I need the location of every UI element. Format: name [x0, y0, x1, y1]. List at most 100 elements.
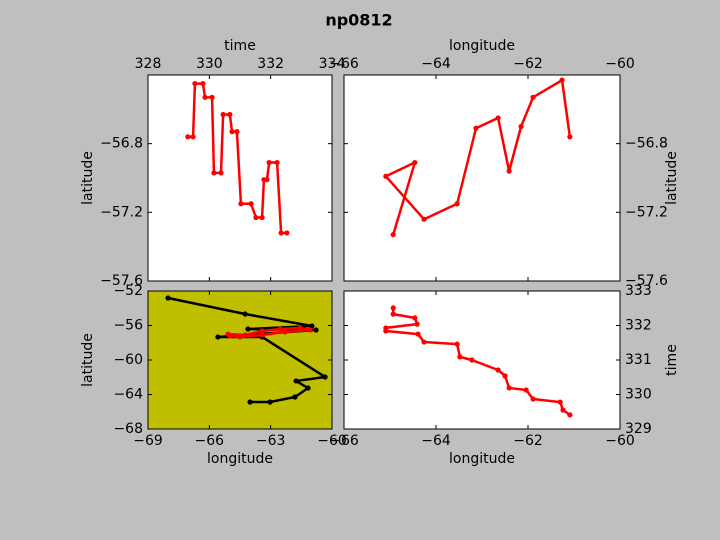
y-axis-label: latitude — [80, 151, 96, 205]
x-axis-label: time — [224, 38, 256, 54]
data-point — [305, 385, 311, 391]
data-point — [473, 125, 479, 131]
data-point — [421, 339, 427, 345]
data-point — [390, 305, 396, 311]
data-point — [313, 327, 319, 333]
data-point — [267, 399, 273, 405]
data-point — [259, 332, 265, 338]
y-tick-label: −56.8 — [100, 136, 143, 152]
data-point — [297, 325, 303, 331]
data-point — [412, 159, 418, 166]
y-tick-label: 330 — [625, 387, 652, 403]
y-tick-label: −57.6 — [625, 273, 668, 289]
x-tick-label: −66 — [329, 433, 359, 449]
data-point — [259, 214, 265, 221]
y-axis-label: latitude — [80, 333, 96, 387]
y-tick-label: −56.8 — [625, 136, 668, 152]
x-tick-label: −63 — [256, 433, 286, 449]
data-point — [264, 177, 270, 183]
data-point — [218, 170, 224, 176]
data-point — [238, 201, 244, 207]
y-tick-label: 333 — [625, 283, 652, 299]
data-point — [242, 311, 248, 317]
data-point — [469, 357, 475, 363]
data-point — [227, 333, 233, 339]
data-point — [245, 326, 251, 332]
x-axis-label: longitude — [449, 38, 515, 54]
data-point — [502, 373, 508, 379]
x-tick-label: −62 — [513, 56, 543, 72]
data-point — [414, 321, 420, 327]
data-point — [530, 94, 536, 100]
x-axis-label: longitude — [207, 451, 273, 467]
data-point — [266, 159, 272, 166]
data-point — [220, 111, 226, 118]
data-point — [518, 123, 524, 130]
data-point — [495, 367, 501, 373]
data-point — [234, 129, 240, 135]
data-point — [227, 111, 233, 118]
data-point — [165, 295, 171, 301]
data-point — [457, 354, 463, 360]
data-point — [278, 230, 284, 236]
y-tick-label: 331 — [625, 352, 652, 368]
data-point — [202, 94, 208, 100]
plot-frame — [343, 74, 621, 282]
data-point — [185, 134, 191, 140]
data-point — [242, 332, 248, 338]
plot-area — [344, 75, 620, 281]
data-point — [523, 387, 529, 393]
y-tick-label: −57.2 — [625, 204, 668, 220]
y-tick-label: −64 — [113, 387, 143, 403]
x-tick-label: −64 — [421, 433, 451, 449]
data-line — [227, 326, 312, 339]
data-point — [209, 94, 215, 100]
data-point — [454, 201, 460, 207]
data-point — [211, 170, 217, 176]
x-tick-label: −62 — [513, 433, 543, 449]
data-point — [307, 327, 313, 333]
data-point — [229, 129, 235, 135]
x-tick-label: 330 — [196, 56, 223, 72]
data-point — [190, 134, 196, 140]
data-point — [292, 394, 298, 400]
data-line — [384, 78, 572, 236]
y-tick-label: −57.6 — [100, 273, 143, 289]
data-point — [192, 80, 198, 87]
data-point — [421, 216, 427, 222]
y-tick-label: −56 — [113, 318, 143, 334]
data-point — [383, 328, 389, 334]
data-point — [412, 315, 418, 321]
data-point — [390, 311, 396, 317]
data-point — [248, 201, 254, 207]
data-point — [506, 385, 512, 391]
data-point — [506, 168, 512, 174]
data-point — [277, 326, 283, 332]
x-tick-label: −69 — [133, 433, 163, 449]
figure-title: np0812 — [325, 11, 392, 30]
data-point — [309, 323, 315, 329]
y-axis-label: time — [664, 344, 680, 376]
data-point — [200, 80, 206, 87]
y-tick-label: −68 — [113, 421, 143, 437]
data-point — [215, 334, 221, 340]
x-axis-label: longitude — [449, 451, 515, 467]
y-tick-label: −52 — [113, 283, 143, 299]
data-point — [274, 159, 280, 166]
data-point — [322, 374, 328, 380]
data-point — [567, 412, 573, 418]
data-point — [415, 331, 421, 337]
y-tick-label: 332 — [625, 318, 652, 334]
x-tick-label: 334 — [319, 56, 346, 72]
data-point — [253, 214, 259, 221]
data-point — [454, 341, 460, 347]
data-point — [383, 173, 389, 179]
data-point — [259, 328, 265, 334]
x-tick-label: 332 — [257, 56, 284, 72]
x-tick-label: −60 — [605, 433, 635, 449]
plot-frame — [147, 74, 333, 282]
data-point — [495, 115, 501, 121]
y-axis-label: latitude — [664, 151, 680, 205]
data-point — [557, 399, 563, 405]
